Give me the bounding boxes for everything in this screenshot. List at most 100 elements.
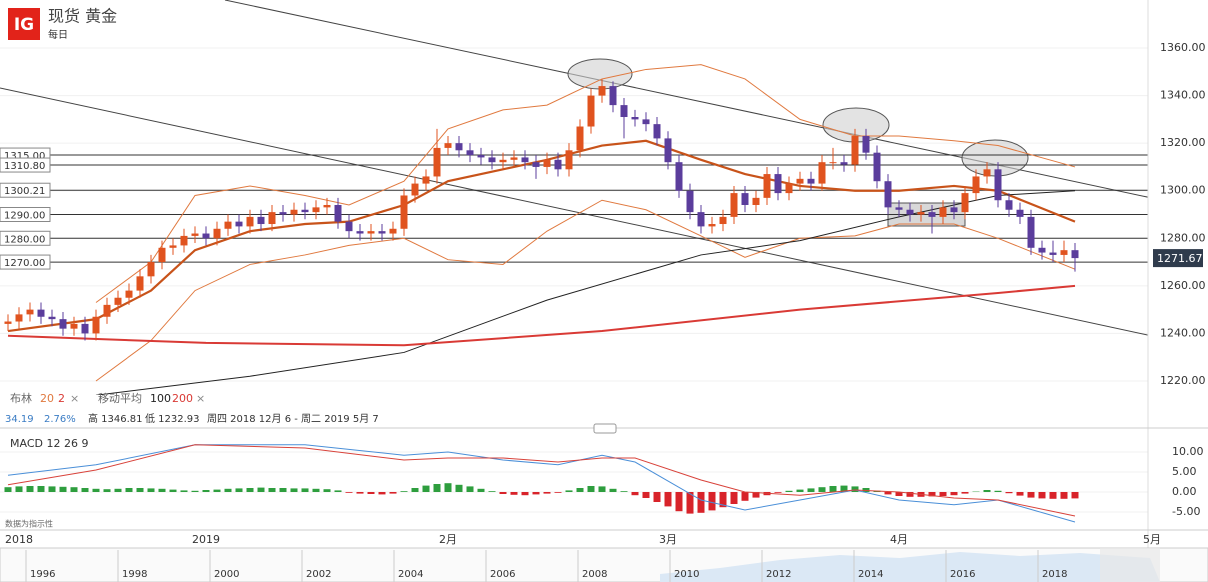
candle-body	[807, 178, 815, 184]
candle-body	[246, 216, 254, 227]
navigator-label: 1996	[30, 569, 55, 580]
candle-body	[829, 162, 837, 164]
candle-body	[1005, 200, 1013, 210]
candle-body	[202, 233, 210, 239]
level-label-box	[0, 254, 51, 270]
candle-body	[301, 209, 309, 213]
indicator-line	[95, 64, 1076, 303]
histogram-bar	[697, 492, 705, 513]
indicator-legend: 20	[40, 392, 54, 405]
candle-body	[906, 209, 914, 215]
candle-body	[928, 212, 936, 217]
candle-body	[1071, 250, 1079, 259]
histogram-bar	[774, 492, 782, 493]
candle-body	[796, 178, 804, 184]
candle-body	[125, 290, 133, 298]
candle-body	[521, 157, 529, 163]
histogram-bar	[609, 488, 617, 492]
histogram-bar	[653, 492, 661, 502]
candle-body	[543, 159, 551, 167]
histogram-bar	[400, 491, 408, 492]
histogram-bar	[378, 492, 386, 495]
macd-line	[7, 444, 1076, 517]
y-tick-label: 1300.00	[1160, 184, 1206, 197]
candle-body	[631, 117, 639, 120]
candle-body	[609, 86, 617, 106]
candle-body	[1060, 250, 1068, 255]
histogram-bar	[103, 489, 111, 492]
y-tick-label: 1260.00	[1160, 279, 1206, 292]
candle-body	[994, 169, 1002, 201]
histogram-bar	[279, 488, 287, 492]
candle-body	[92, 316, 100, 334]
stat-text: 高 1346.81	[88, 412, 143, 425]
navigator-label: 2000	[214, 569, 239, 580]
histogram-bar	[114, 488, 122, 492]
indicator-legend[interactable]: ×	[196, 392, 205, 405]
candle-body	[862, 136, 870, 153]
histogram-bar	[202, 490, 210, 492]
candle-body	[37, 309, 45, 317]
disclaimer: 数据为指示性	[5, 519, 53, 529]
histogram-bar	[664, 492, 672, 507]
histogram-bar	[576, 488, 584, 492]
candle-body	[169, 245, 177, 248]
histogram-bar	[26, 486, 34, 492]
navigator-window[interactable]	[1100, 548, 1160, 582]
candle-body	[312, 207, 320, 213]
candle-body	[697, 212, 705, 227]
timeframe: 每日	[48, 28, 68, 41]
histogram-bar	[1060, 492, 1068, 499]
candle-body	[433, 147, 441, 177]
histogram-bar	[587, 486, 595, 492]
indicator-legend[interactable]: ×	[70, 392, 79, 405]
navigator-label: 2006	[490, 569, 515, 580]
candle-body	[477, 155, 485, 158]
y-tick-label: 10.00	[1172, 445, 1204, 458]
y-tick-label: -5.00	[1172, 505, 1200, 518]
candle-body	[752, 197, 760, 205]
candle-body	[741, 193, 749, 205]
y-tick-label: 1220.00	[1160, 374, 1206, 387]
resize-handle[interactable]	[593, 423, 617, 434]
histogram-bar	[752, 492, 760, 498]
histogram-bar	[1049, 492, 1057, 499]
histogram-bar	[257, 487, 265, 492]
x-tick-label: 2018	[5, 533, 33, 546]
level-label-box	[0, 207, 51, 223]
x-tick-label: 5月	[1143, 533, 1161, 546]
candle-body	[664, 138, 672, 163]
highlight-ellipse	[567, 58, 633, 90]
macd-plot	[0, 444, 1148, 523]
histogram-bar	[686, 492, 694, 514]
histogram-bar	[169, 489, 177, 492]
histogram-bar	[818, 487, 826, 492]
level-label-box	[0, 182, 51, 198]
candle-body	[884, 181, 892, 208]
candle-body	[290, 209, 298, 215]
histogram-bar	[301, 488, 309, 492]
candle-body	[70, 323, 78, 329]
candle-body	[1038, 247, 1046, 253]
histogram-bar	[1071, 492, 1079, 499]
histogram-bar	[70, 487, 78, 492]
candle-body	[1016, 209, 1024, 217]
histogram-bar	[389, 492, 397, 494]
trendline	[0, 87, 1148, 336]
histogram-bar	[81, 488, 89, 492]
candle-body	[499, 159, 507, 163]
histogram-bar	[851, 486, 859, 492]
candle-body	[510, 157, 518, 160]
candle-body	[653, 124, 661, 139]
histogram-bar	[807, 488, 815, 492]
indicator-legend: 移动平均	[98, 392, 142, 405]
candle-body	[180, 235, 188, 246]
level-label-box	[0, 230, 51, 246]
histogram-bar	[4, 487, 12, 492]
candle-body	[136, 276, 144, 291]
histogram-bar	[961, 492, 969, 494]
navigator-label: 2004	[398, 569, 423, 580]
candle-body	[224, 221, 232, 229]
navigator-label: 2002	[306, 569, 331, 580]
histogram-bar	[422, 485, 430, 492]
